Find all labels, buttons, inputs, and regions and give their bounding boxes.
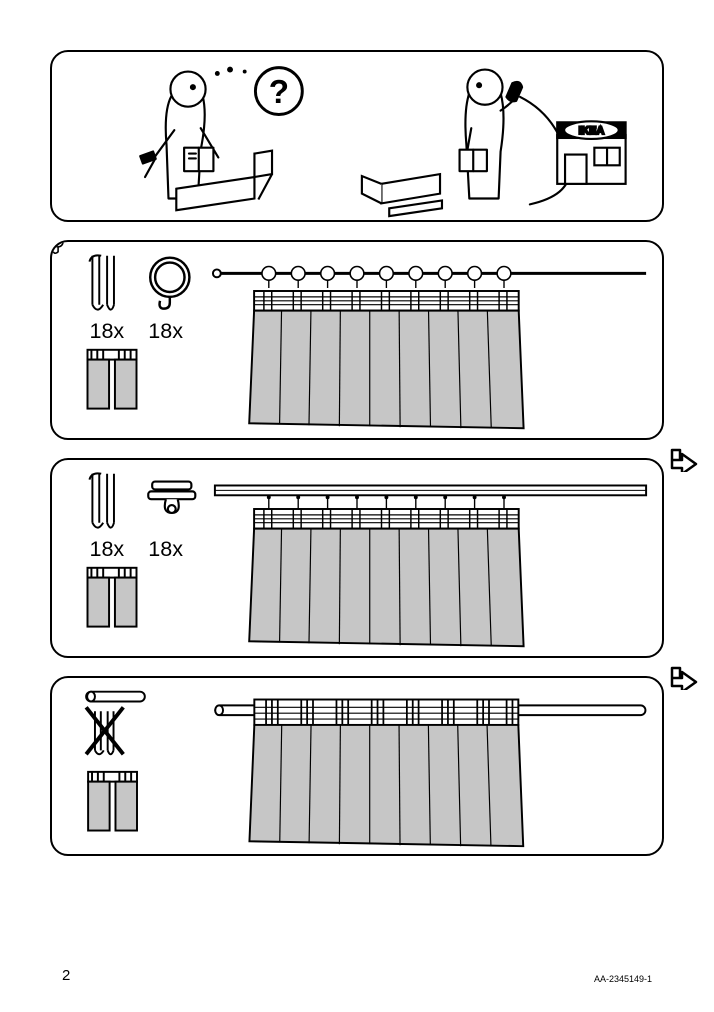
question-mark: ?: [269, 74, 289, 111]
hook-qty-2: 18x: [89, 536, 124, 561]
brand-label: IKEA: [579, 125, 605, 137]
help-panel: ? IKEA: [50, 50, 664, 222]
help-illustration: ? IKEA: [52, 52, 662, 220]
option-panel-2: 18x 18x: [50, 458, 664, 658]
glider-qty-2: 18x: [148, 536, 183, 561]
document-id: AA-2345149-1: [594, 974, 652, 984]
option-3-illustration: [52, 678, 662, 854]
option-2-illustration: 18x 18x: [52, 460, 662, 656]
ring-qty-1: 18x: [148, 318, 183, 343]
option-1-illustration: 18x 18x: [52, 242, 662, 438]
next-arrow-icon: [668, 440, 700, 472]
option-panel-1: 18x 18x: [50, 240, 664, 440]
next-arrow-icon-2: [668, 658, 700, 690]
option-panel-3: [50, 676, 664, 856]
hook-qty-1: 18x: [89, 318, 124, 343]
page-number: 2: [62, 967, 70, 984]
